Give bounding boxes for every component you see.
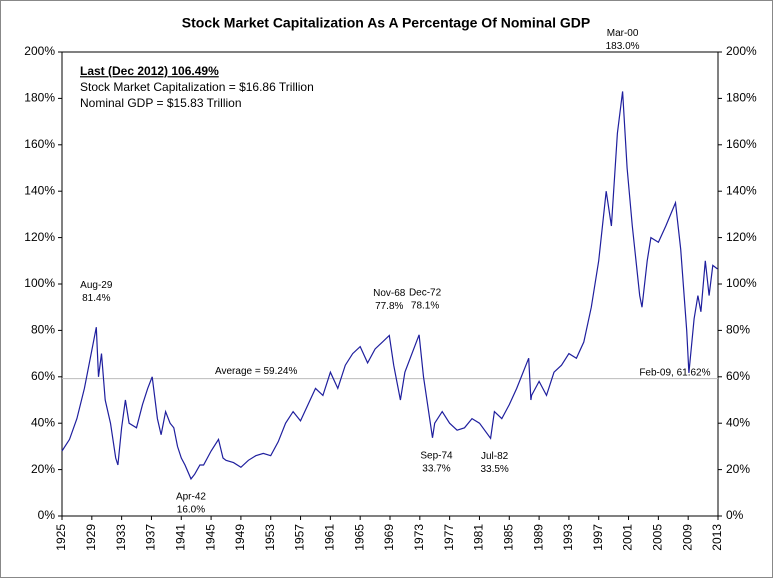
x-tick-label: 1969 <box>382 524 396 551</box>
y2-tick-label: 60% <box>726 369 750 383</box>
series-line <box>61 91 718 481</box>
annotation-date: Sep-74 <box>420 450 453 461</box>
annotation-date: Feb-09, 61.62% <box>639 368 710 379</box>
y2-tick-label: 40% <box>726 415 750 429</box>
info-text: Stock Market Capitalization = $16.86 Tri… <box>80 80 314 94</box>
annotation-value: 33.5% <box>480 464 508 475</box>
info-text: Nominal GDP = $15.83 Trillion <box>80 96 242 110</box>
x-tick-label: 1945 <box>203 524 217 551</box>
x-tick-label: 1937 <box>144 524 158 551</box>
y-tick-label: 200% <box>24 44 55 58</box>
y2-tick-label: 0% <box>726 508 744 522</box>
y2-tick-label: 160% <box>726 137 757 151</box>
annotation-value: 78.1% <box>411 300 439 311</box>
x-tick-label: 1977 <box>442 524 456 551</box>
annotation-value: 16.0% <box>177 505 205 516</box>
y2-tick-label: 200% <box>726 44 757 58</box>
x-tick-label: 1953 <box>263 524 277 551</box>
x-tick-label: 1985 <box>501 524 515 551</box>
annotation-value: 81.4% <box>82 293 110 304</box>
x-tick-label: 1997 <box>591 524 605 551</box>
x-tick-label: 1961 <box>323 524 337 551</box>
x-tick-label: 1949 <box>233 524 247 551</box>
x-tick-label: 1957 <box>293 524 307 551</box>
y2-tick-label: 20% <box>726 462 750 476</box>
y-tick-label: 180% <box>24 91 55 105</box>
x-tick-label: 2005 <box>651 524 665 551</box>
x-tick-label: 2009 <box>680 524 694 551</box>
annotation-value: 183.0% <box>606 41 640 52</box>
y-tick-label: 60% <box>31 369 55 383</box>
x-tick-label: 1933 <box>114 524 128 551</box>
y-tick-label: 80% <box>31 323 55 337</box>
x-tick-label: 1929 <box>84 524 98 551</box>
x-tick-label: 2001 <box>621 524 635 551</box>
y-tick-label: 160% <box>24 137 55 151</box>
info-text: Last (Dec 2012) 106.49% <box>80 64 219 78</box>
y-tick-label: 120% <box>24 230 55 244</box>
x-tick-label: 1973 <box>412 524 426 551</box>
y2-tick-label: 100% <box>726 276 757 290</box>
y-tick-label: 0% <box>38 508 56 522</box>
annotation-date: Mar-00 <box>607 28 639 39</box>
chart-title: Stock Market Capitalization As A Percent… <box>182 15 590 31</box>
y-tick-label: 140% <box>24 183 55 197</box>
y-tick-label: 40% <box>31 415 55 429</box>
average-label: Average = 59.24% <box>215 366 297 377</box>
annotation-date: Nov-68 <box>373 288 406 299</box>
x-tick-label: 1925 <box>54 524 68 551</box>
y-tick-label: 20% <box>31 462 55 476</box>
annotation-date: Jul-82 <box>481 451 509 462</box>
annotation-value: 33.7% <box>422 463 450 474</box>
annotation-value: 77.8% <box>375 301 403 312</box>
x-tick-label: 2013 <box>710 524 724 551</box>
x-tick-label: 1941 <box>173 524 187 551</box>
annotation-date: Dec-72 <box>409 287 442 298</box>
annotation-date: Apr-42 <box>176 492 206 503</box>
x-tick-label: 1965 <box>352 524 366 551</box>
x-tick-label: 1989 <box>531 524 545 551</box>
x-tick-label: 1981 <box>472 524 486 551</box>
x-tick-label: 1993 <box>561 524 575 551</box>
y2-tick-label: 120% <box>726 230 757 244</box>
y-tick-label: 100% <box>24 276 55 290</box>
y2-tick-label: 140% <box>726 183 757 197</box>
annotation-date: Aug-29 <box>80 280 113 291</box>
y2-tick-label: 180% <box>726 91 757 105</box>
y2-tick-label: 80% <box>726 323 750 337</box>
